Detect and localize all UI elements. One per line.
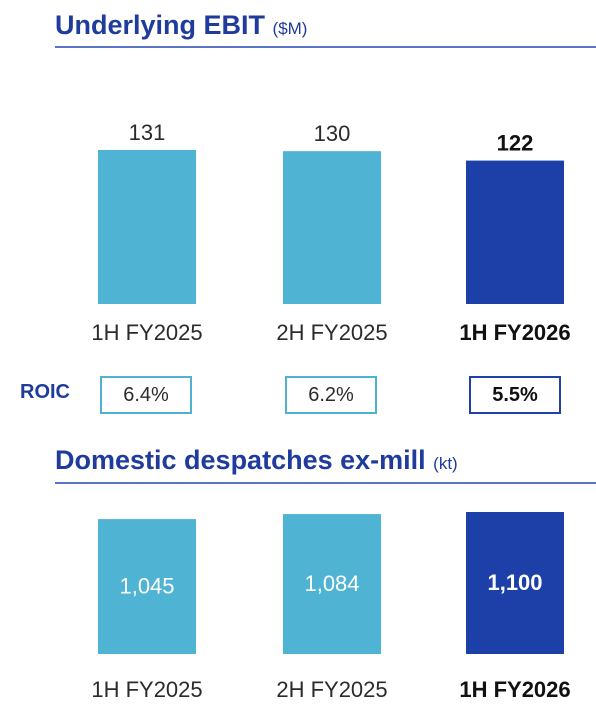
category-label-1h-fy2026: 1H FY2026	[459, 677, 570, 702]
roic-value-1h-fy2025: 6.4%	[100, 376, 192, 414]
ebit-title-text: Underlying EBIT	[55, 10, 266, 40]
roic-value-2h-fy2025: 6.2%	[285, 376, 377, 414]
bar-1h-fy2026	[466, 160, 564, 304]
category-label-1h-fy2025: 1H FY2025	[91, 677, 202, 702]
data-label-1h-fy2025: 131	[129, 120, 166, 145]
despatches-title: Domestic despatches ex-mill (kt)	[55, 445, 458, 476]
data-label-2h-fy2025: 1,084	[304, 571, 359, 596]
bar-2h-fy2025	[283, 514, 381, 654]
roic-label: ROIC	[20, 381, 70, 403]
bar-1h-fy2025	[98, 150, 196, 304]
data-label-1h-fy2026: 122	[497, 131, 534, 156]
despatches-title-rule	[55, 482, 596, 484]
category-label-1h-fy2025: 1H FY2025	[91, 320, 202, 345]
ebit-bar-chart: 131 1H FY2025 130 2H FY2025 122 1H FY2026	[91, 120, 570, 345]
ebit-title-rule	[55, 46, 596, 48]
data-label-2h-fy2025: 130	[314, 121, 351, 146]
ebit-title: Underlying EBIT ($M)	[55, 10, 307, 41]
ebit-unit: ($M)	[272, 19, 308, 38]
despatches-unit: (kt)	[433, 454, 458, 473]
bar-1h-fy2025	[98, 519, 196, 654]
roic-value-1h-fy2026: 5.5%	[469, 376, 561, 414]
bar-2h-fy2025	[283, 151, 381, 304]
data-label-1h-fy2025: 1,045	[119, 573, 174, 598]
category-label-2h-fy2025: 2H FY2025	[276, 677, 387, 702]
bar-1h-fy2026	[466, 512, 564, 654]
despatches-bar-chart: 1,045 1H FY2025 1,084 2H FY2025 1,100 1H FY20…	[91, 512, 571, 702]
category-label-2h-fy2025: 2H FY2025	[276, 320, 387, 345]
data-label-1h-fy2026: 1,100	[487, 570, 542, 595]
despatches-title-text: Domestic despatches ex-mill	[55, 445, 426, 475]
category-label-1h-fy2026: 1H FY2026	[459, 320, 570, 345]
